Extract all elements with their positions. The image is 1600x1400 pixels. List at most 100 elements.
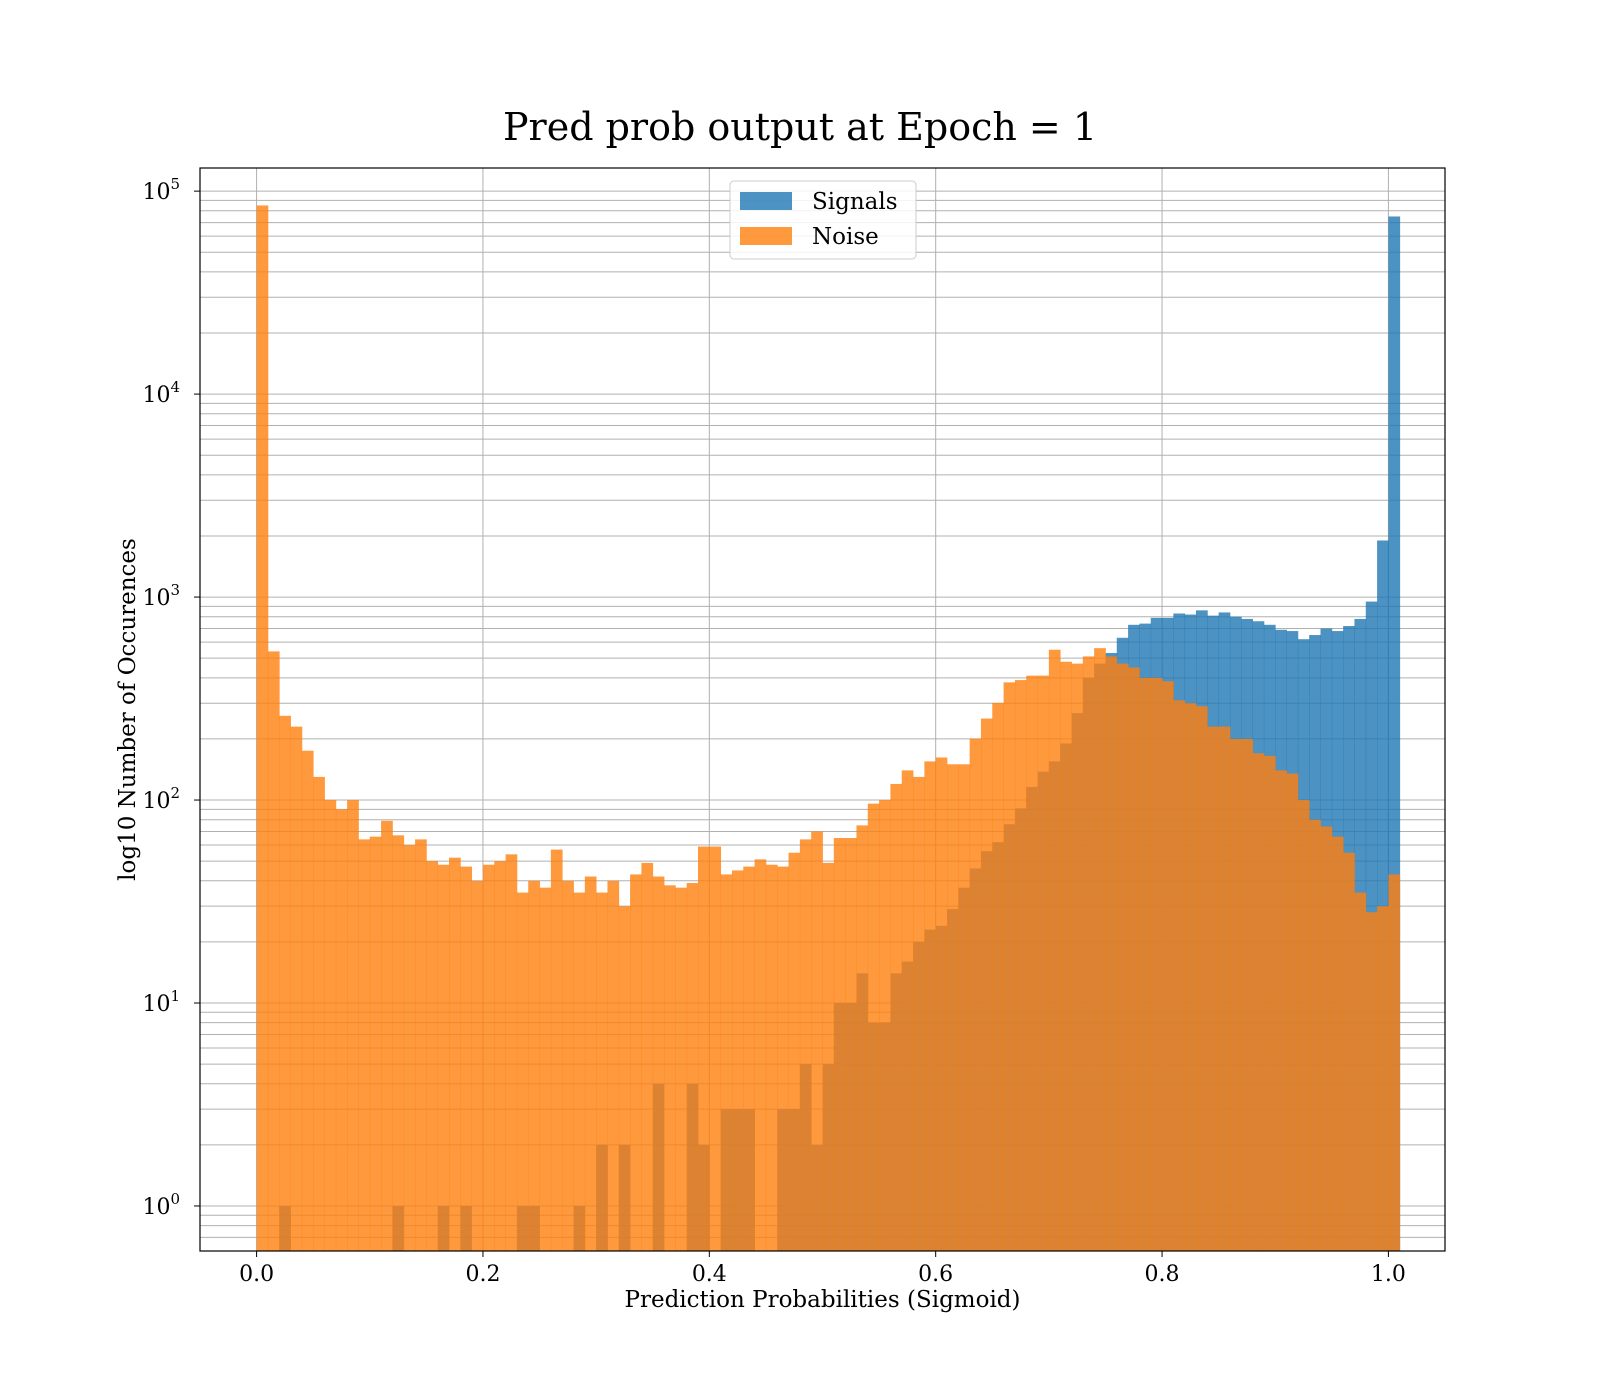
noise-bar xyxy=(1218,726,1231,1251)
y-tick-label: 104 xyxy=(142,378,180,408)
noise-bar xyxy=(992,702,1004,1251)
noise-bar xyxy=(935,757,948,1251)
noise-bar xyxy=(596,892,608,1251)
noise-bar xyxy=(867,803,880,1251)
noise-bar xyxy=(1275,770,1287,1251)
legend-swatch xyxy=(740,227,792,245)
noise-bar xyxy=(1354,892,1367,1251)
noise-bar xyxy=(516,892,529,1251)
x-tick-label: 1.0 xyxy=(1371,1262,1406,1287)
noise-bar xyxy=(437,864,450,1251)
legend-label: Signals xyxy=(812,189,898,215)
signals-bar xyxy=(1388,216,1401,1252)
legend-label: Noise xyxy=(812,224,879,250)
noise-bar xyxy=(471,880,484,1251)
noise-bar xyxy=(845,838,857,1251)
noise-bar xyxy=(879,800,891,1251)
noise-bar xyxy=(1377,906,1389,1251)
noise-bar xyxy=(494,861,506,1251)
noise-bar xyxy=(403,845,416,1251)
x-tick-label: 0.4 xyxy=(692,1262,727,1287)
noise-bar xyxy=(528,880,540,1251)
x-tick-label: 0.8 xyxy=(1145,1262,1180,1287)
noise-bar xyxy=(347,800,359,1251)
noise-bar xyxy=(1263,755,1276,1251)
noise-bar xyxy=(1241,738,1253,1251)
noise-bar xyxy=(539,887,552,1251)
noise-bar xyxy=(1048,649,1061,1251)
noise-bar xyxy=(256,205,269,1251)
noise-bar xyxy=(301,750,314,1251)
noise-bar xyxy=(698,846,710,1251)
noise-bar xyxy=(788,852,801,1251)
noise-bar xyxy=(743,866,755,1251)
noise-bar xyxy=(901,770,914,1251)
noise-bar xyxy=(335,809,348,1251)
noise-bar xyxy=(1320,826,1333,1251)
noise-bar xyxy=(1388,874,1401,1251)
noise-bar xyxy=(1060,661,1072,1251)
noise-bar xyxy=(811,831,823,1251)
noise-bar xyxy=(1026,675,1038,1251)
noise-bar xyxy=(618,906,631,1251)
noise-bar xyxy=(607,880,620,1251)
noise-bar xyxy=(573,892,586,1251)
noise-bar xyxy=(924,761,937,1251)
noise-bar xyxy=(1252,753,1265,1251)
noise-bar xyxy=(980,718,993,1251)
noise-bar xyxy=(765,864,778,1251)
noise-bar xyxy=(449,857,461,1251)
noise-bar xyxy=(1229,738,1242,1251)
y-tick-label: 105 xyxy=(142,175,180,205)
noise-bar xyxy=(1173,700,1186,1251)
noise-bar xyxy=(720,874,733,1251)
noise-bar xyxy=(1297,800,1310,1251)
noise-bar xyxy=(1309,819,1321,1251)
noise-bar xyxy=(358,839,371,1251)
noise-bar xyxy=(947,764,959,1251)
noise-bar xyxy=(279,715,291,1251)
y-tick-label: 101 xyxy=(142,987,180,1017)
noise-bar xyxy=(1207,726,1220,1251)
noise-bar xyxy=(482,864,495,1251)
noise-bar xyxy=(652,876,665,1251)
noise-bar xyxy=(1116,663,1129,1251)
ticks: 0.0 0.2 0.4 0.6 0.8 1.0 100 101 102 103 104 105 xyxy=(142,175,1405,1287)
noise-bar xyxy=(856,825,869,1251)
noise-bar xyxy=(969,738,982,1251)
y-axis-label: log10 Number of Occurences xyxy=(115,538,141,881)
y-tick-label: 103 xyxy=(142,581,180,611)
noise-bar xyxy=(754,859,767,1251)
noise-bar xyxy=(958,764,971,1251)
noise-bar xyxy=(1128,667,1140,1251)
noise-bar xyxy=(1014,680,1027,1251)
noise-bar xyxy=(550,849,563,1251)
noise-bar xyxy=(1139,677,1152,1251)
y-tick-label: 100 xyxy=(142,1190,180,1220)
noise-bar xyxy=(777,866,789,1251)
y-tick-label: 102 xyxy=(142,784,180,814)
noise-bar xyxy=(460,866,473,1251)
noise-bar xyxy=(1184,703,1197,1251)
noise-bar xyxy=(1150,677,1163,1251)
noise-bar xyxy=(1331,836,1344,1251)
noise-bar xyxy=(1286,773,1299,1251)
noise-bar xyxy=(267,651,280,1251)
x-tick-label: 0.0 xyxy=(239,1262,274,1287)
noise-bar xyxy=(913,776,925,1251)
x-axis-label: Prediction Probabilities (Sigmoid) xyxy=(625,1287,1021,1313)
noise-bar xyxy=(1196,706,1208,1251)
noise-bar xyxy=(313,776,325,1251)
noise-bar xyxy=(381,820,393,1251)
noise-bar xyxy=(426,861,439,1251)
noise-bar xyxy=(1094,648,1106,1251)
noise-bar xyxy=(686,883,699,1251)
noise-bar xyxy=(731,870,744,1251)
noise-bar xyxy=(1071,663,1084,1251)
noise-bar xyxy=(1003,682,1016,1251)
noise-bar xyxy=(709,846,722,1251)
noise-bar xyxy=(290,726,303,1251)
plot-frame xyxy=(199,167,1446,1252)
noise-bar xyxy=(630,874,642,1251)
noise-bar xyxy=(584,876,597,1251)
